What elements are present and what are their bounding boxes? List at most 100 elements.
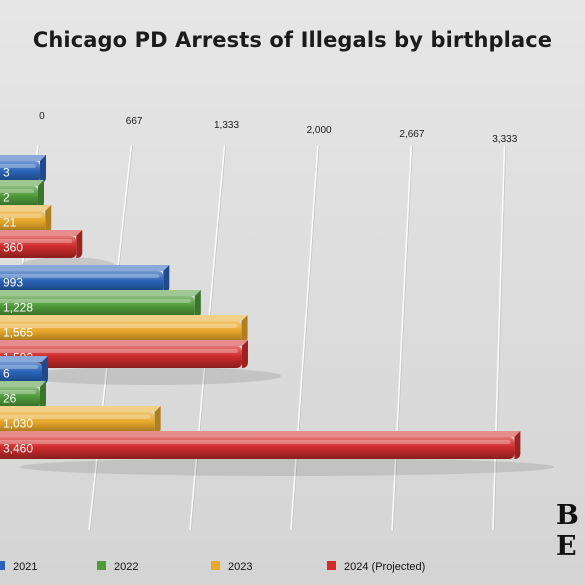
legend-label: 2024 (Projected) <box>344 561 425 573</box>
bar-front-face <box>0 211 46 233</box>
bar-group-shadow-1 <box>20 367 282 385</box>
bar-value-label: 26 <box>3 392 17 406</box>
bar-top-face <box>0 230 83 236</box>
gridline-5 <box>492 144 506 531</box>
bar-end-cap <box>38 180 44 208</box>
bar-value-label: 3 <box>3 166 10 180</box>
bar-value-label: 1,228 <box>3 301 33 315</box>
gridline-shadow-4 <box>392 144 413 531</box>
bar-top-face <box>0 431 521 437</box>
bar-highlight <box>0 299 191 303</box>
bar-g1-s1: 1,228 <box>0 290 201 318</box>
bar-g2-s3: 3,460 <box>0 431 521 459</box>
x-axis-ticks: 0 667 1,333 2,000 2,667 3,333 <box>39 111 518 145</box>
bar-front-face <box>0 161 40 183</box>
bar-highlight <box>0 440 511 444</box>
bar-top-face <box>0 180 44 186</box>
legend-item-2: 2023 <box>211 561 252 573</box>
bar-top-face <box>0 155 46 161</box>
bar-end-cap <box>194 290 201 318</box>
bar-front-face <box>0 387 40 409</box>
bar-g2-s0: 6 <box>0 356 48 384</box>
bar-highlight <box>0 164 36 168</box>
gridline-shadow-5 <box>493 144 507 531</box>
bar-highlight <box>0 324 238 328</box>
x-tick-label-4: 2,667 <box>399 129 424 140</box>
bar-front-face <box>0 236 77 258</box>
gridlines <box>0 144 507 531</box>
bar-highlight <box>0 390 36 394</box>
legend-item-1: 2022 <box>97 561 138 573</box>
bar-top-face <box>0 315 248 321</box>
bar-front-face <box>0 437 515 459</box>
bar-value-label: 360 <box>3 241 23 255</box>
x-tick-label-2: 1,333 <box>214 120 239 131</box>
bar-top-face <box>0 340 248 346</box>
x-tick-label-3: 2,000 <box>307 125 332 136</box>
bar-front-face <box>0 271 164 293</box>
legend-swatch <box>97 561 106 570</box>
bar-g1-s2: 1,565 <box>0 315 248 343</box>
bar-top-face <box>0 406 161 412</box>
bar-front-face <box>0 321 242 343</box>
bar-highlight <box>0 214 42 218</box>
bar-highlight <box>0 349 238 353</box>
bar-value-label: 3,460 <box>3 442 33 456</box>
bar-end-cap <box>241 315 248 343</box>
bar-value-label: 2 <box>3 191 10 205</box>
legend-swatch <box>327 561 336 570</box>
bar-highlight <box>0 239 73 243</box>
legend-swatch <box>211 561 220 570</box>
bar-highlight <box>0 274 160 278</box>
bar-g0-s1: 2 <box>0 180 44 208</box>
bar-g1-s0: 993 <box>0 265 170 293</box>
bar-end-cap <box>241 340 248 368</box>
legend: 2021 2022 2023 2024 (Projected) <box>0 561 425 573</box>
gridline-3 <box>290 144 319 531</box>
bars: 3 2 21 360 993 1,228 1,5651,5826 26 1,030 3,460 <box>0 155 555 476</box>
bar-group-shadow-2 <box>20 458 555 476</box>
bar-top-face <box>0 290 201 296</box>
bar-end-cap <box>154 406 161 434</box>
bar-top-face <box>0 205 52 211</box>
bar-front-face <box>0 346 242 368</box>
bar-top-face <box>0 356 48 362</box>
bar-front-face <box>0 296 195 318</box>
bar-front-face <box>0 186 38 208</box>
bar-highlight <box>0 365 38 369</box>
bar-top-face <box>0 381 46 387</box>
bar-value-label: 21 <box>3 216 17 230</box>
bar-g0-s0: 3 <box>0 155 46 183</box>
x-tick-label-1: 667 <box>126 116 143 127</box>
chart-title: Chicago PD Arrests of Illegals by birthp… <box>32 28 553 52</box>
legend-item-0: 2021 <box>0 561 37 573</box>
bar-end-cap <box>45 205 52 233</box>
bar-g2-s2: 1,030 <box>0 406 161 434</box>
bar-value-label: 6 <box>3 367 10 381</box>
legend-label: 2023 <box>228 561 252 573</box>
bar-top-face <box>0 265 170 271</box>
gridline-4 <box>391 144 413 531</box>
bar-front-face <box>0 362 42 384</box>
bar-g0-s2: 21 <box>0 205 52 233</box>
legend-label: 2022 <box>114 561 138 573</box>
legend-label: 2021 <box>13 561 37 573</box>
bar-end-cap <box>40 381 46 409</box>
bar-value-label: 993 <box>3 276 23 290</box>
bar-value-label: 1,565 <box>3 326 33 340</box>
bar-highlight <box>0 415 151 419</box>
legend-swatch <box>0 561 5 570</box>
bar-highlight <box>0 189 34 193</box>
bar-end-cap <box>514 431 521 459</box>
legend-item-3: 2024 (Projected) <box>327 561 425 573</box>
bar-g2-s1: 26 <box>0 381 46 409</box>
bar-end-cap <box>40 155 46 183</box>
bar-front-face <box>0 412 155 434</box>
bar-value-label: 1,030 <box>3 417 33 431</box>
x-tick-label-0: 0 <box>39 111 45 122</box>
x-tick-label-5: 3,333 <box>492 134 517 145</box>
bar-end-cap <box>42 356 48 384</box>
gridline-shadow-3 <box>291 144 320 531</box>
